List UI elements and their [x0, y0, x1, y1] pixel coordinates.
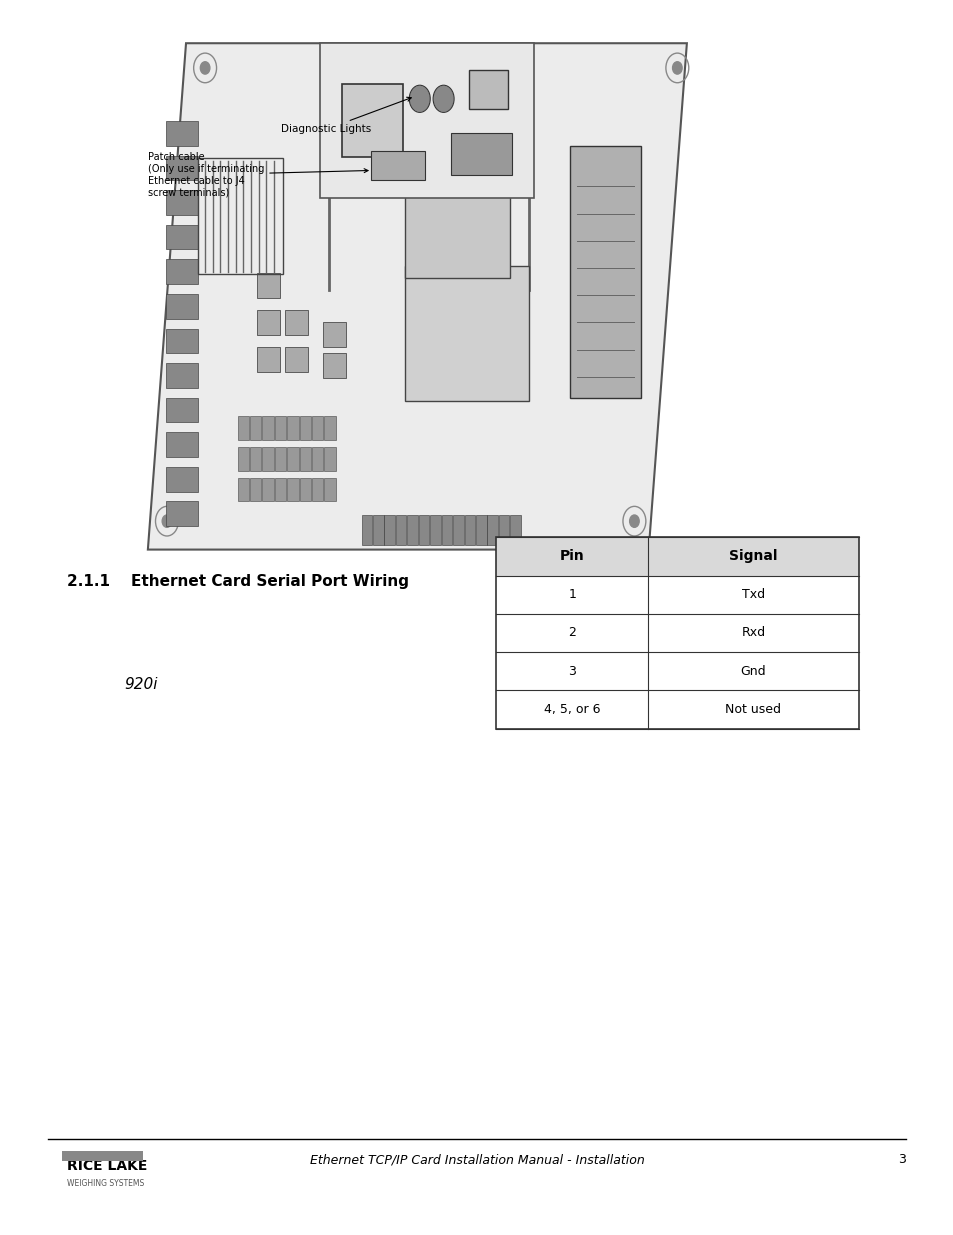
Text: RICE LAKE: RICE LAKE: [67, 1160, 147, 1173]
Circle shape: [410, 86, 429, 111]
FancyBboxPatch shape: [274, 447, 286, 471]
FancyBboxPatch shape: [476, 515, 486, 545]
FancyBboxPatch shape: [510, 515, 520, 545]
FancyBboxPatch shape: [285, 347, 308, 372]
FancyBboxPatch shape: [299, 416, 311, 440]
FancyBboxPatch shape: [256, 347, 279, 372]
FancyBboxPatch shape: [312, 447, 323, 471]
FancyBboxPatch shape: [237, 447, 249, 471]
FancyBboxPatch shape: [274, 416, 286, 440]
Text: Patch cable
(Only use if terminating
Ethernet cable to J4
screw terminals): Patch cable (Only use if terminating Eth…: [148, 152, 368, 198]
FancyBboxPatch shape: [324, 447, 335, 471]
Circle shape: [672, 62, 681, 74]
Text: Txd: Txd: [741, 588, 764, 601]
FancyBboxPatch shape: [371, 151, 425, 180]
Text: 920i: 920i: [124, 677, 157, 692]
FancyBboxPatch shape: [441, 515, 452, 545]
FancyBboxPatch shape: [262, 416, 274, 440]
FancyBboxPatch shape: [285, 310, 308, 335]
Circle shape: [629, 515, 639, 527]
FancyBboxPatch shape: [237, 416, 249, 440]
Text: Rxd: Rxd: [740, 626, 764, 640]
Text: WEIGHING SYSTEMS: WEIGHING SYSTEMS: [67, 1179, 144, 1188]
FancyBboxPatch shape: [166, 432, 198, 457]
FancyBboxPatch shape: [384, 515, 395, 545]
FancyBboxPatch shape: [324, 478, 335, 501]
FancyBboxPatch shape: [430, 515, 440, 545]
Text: Not used: Not used: [724, 703, 781, 716]
Text: 2: 2: [568, 626, 576, 640]
Bar: [496, 652, 858, 690]
FancyBboxPatch shape: [312, 478, 323, 501]
FancyBboxPatch shape: [256, 273, 279, 298]
Bar: [496, 537, 858, 576]
Text: Diagnostic Lights: Diagnostic Lights: [281, 98, 411, 135]
Bar: [496, 690, 858, 729]
FancyBboxPatch shape: [274, 478, 286, 501]
FancyBboxPatch shape: [451, 133, 512, 175]
FancyBboxPatch shape: [299, 447, 311, 471]
FancyBboxPatch shape: [262, 478, 274, 501]
FancyBboxPatch shape: [166, 467, 198, 492]
FancyBboxPatch shape: [453, 515, 463, 545]
Text: 4, 5, or 6: 4, 5, or 6: [543, 703, 599, 716]
FancyBboxPatch shape: [469, 70, 508, 109]
FancyBboxPatch shape: [418, 515, 429, 545]
FancyBboxPatch shape: [166, 398, 198, 422]
FancyBboxPatch shape: [570, 146, 640, 398]
Bar: [62, 1151, 143, 1161]
FancyBboxPatch shape: [166, 329, 198, 353]
Polygon shape: [148, 43, 686, 550]
Text: 1: 1: [568, 588, 576, 601]
Circle shape: [434, 86, 453, 111]
FancyBboxPatch shape: [287, 478, 298, 501]
FancyBboxPatch shape: [407, 515, 417, 545]
FancyBboxPatch shape: [166, 294, 198, 319]
Polygon shape: [319, 43, 534, 198]
FancyBboxPatch shape: [498, 515, 509, 545]
Text: Ethernet TCP/IP Card Installation Manual - Installation: Ethernet TCP/IP Card Installation Manual…: [310, 1153, 643, 1167]
FancyBboxPatch shape: [166, 225, 198, 249]
FancyBboxPatch shape: [405, 266, 529, 401]
FancyBboxPatch shape: [323, 322, 346, 347]
FancyBboxPatch shape: [237, 478, 249, 501]
Circle shape: [200, 62, 210, 74]
FancyBboxPatch shape: [405, 173, 510, 278]
FancyBboxPatch shape: [262, 447, 274, 471]
Text: 3: 3: [568, 664, 576, 678]
FancyBboxPatch shape: [361, 515, 372, 545]
FancyBboxPatch shape: [166, 121, 198, 146]
FancyBboxPatch shape: [299, 478, 311, 501]
Bar: [496, 537, 858, 729]
FancyBboxPatch shape: [250, 416, 261, 440]
FancyBboxPatch shape: [287, 416, 298, 440]
FancyBboxPatch shape: [487, 515, 497, 545]
Text: Gnd: Gnd: [740, 664, 765, 678]
FancyBboxPatch shape: [373, 515, 383, 545]
Text: 3: 3: [898, 1153, 905, 1167]
Circle shape: [162, 515, 172, 527]
FancyBboxPatch shape: [166, 156, 198, 180]
Text: Pin: Pin: [559, 550, 584, 563]
FancyBboxPatch shape: [287, 447, 298, 471]
FancyBboxPatch shape: [341, 84, 402, 157]
FancyBboxPatch shape: [256, 310, 279, 335]
FancyBboxPatch shape: [166, 190, 198, 215]
FancyBboxPatch shape: [250, 478, 261, 501]
FancyBboxPatch shape: [166, 363, 198, 388]
FancyBboxPatch shape: [166, 259, 198, 284]
FancyBboxPatch shape: [323, 353, 346, 378]
FancyBboxPatch shape: [250, 447, 261, 471]
FancyBboxPatch shape: [395, 515, 406, 545]
FancyBboxPatch shape: [166, 501, 198, 526]
Text: 2.1.1    Ethernet Card Serial Port Wiring: 2.1.1 Ethernet Card Serial Port Wiring: [67, 574, 408, 589]
Bar: [496, 614, 858, 652]
FancyBboxPatch shape: [324, 416, 335, 440]
FancyBboxPatch shape: [312, 416, 323, 440]
FancyBboxPatch shape: [464, 515, 475, 545]
Text: Signal: Signal: [728, 550, 777, 563]
Bar: [496, 576, 858, 614]
